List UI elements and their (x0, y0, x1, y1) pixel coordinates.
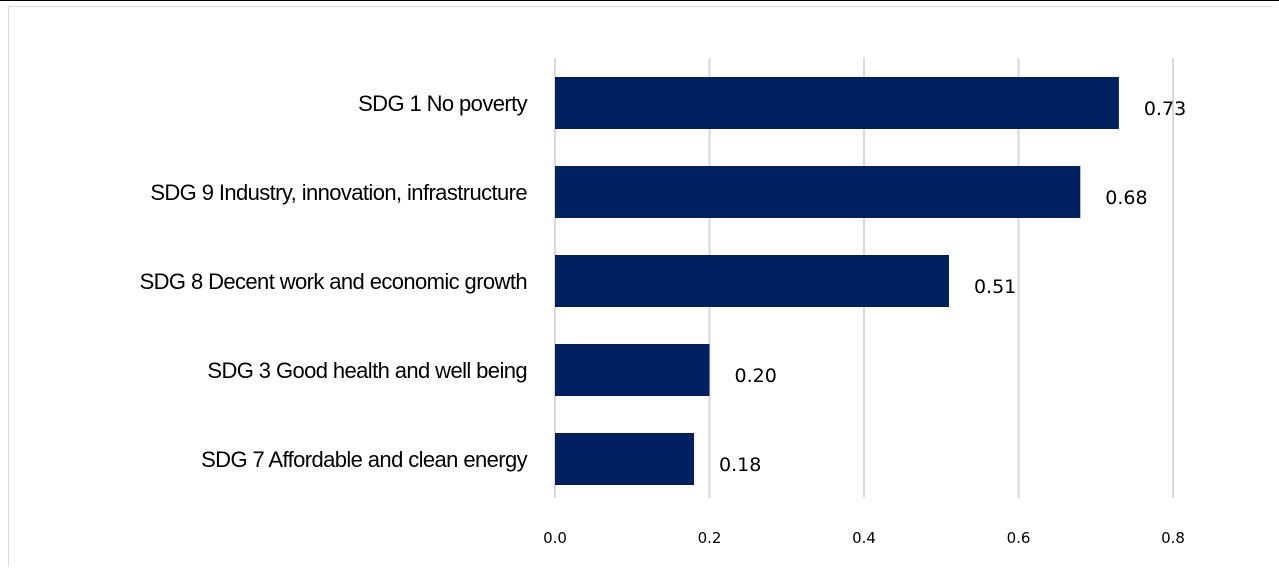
x-tick-labels: 0.0 0.2 0.4 0.6 0.8 (543, 529, 1185, 547)
data-label: 0.18 (719, 454, 761, 476)
chart-frame (8, 6, 1272, 566)
x-tick-label: 0.8 (1161, 529, 1185, 547)
category-label: SDG 3 Good health and well being (207, 358, 527, 383)
bar (555, 77, 1119, 129)
category-labels: SDG 1 No poverty SDG 9 Industry, innovati… (140, 91, 529, 472)
x-tick-label: 0.4 (852, 529, 876, 547)
x-tick-label: 0.0 (543, 529, 567, 547)
category-label: SDG 9 Industry, innovation, infrastructu… (150, 180, 527, 205)
bar (555, 344, 710, 396)
x-tick-label: 0.2 (698, 529, 722, 547)
bar (555, 433, 695, 485)
data-label: 0.51 (974, 276, 1016, 298)
category-label: SDG 7 Affordable and clean energy (201, 447, 528, 472)
category-label: SDG 1 No poverty (358, 91, 528, 116)
bars (555, 77, 1119, 485)
data-labels: 0.73 0.68 0.51 0.20 0.18 (719, 98, 1186, 476)
x-tick-label: 0.6 (1007, 529, 1031, 547)
category-label: SDG 8 Decent work and economic growth (140, 269, 527, 294)
bar (555, 166, 1081, 218)
top-border-line (0, 0, 1279, 1)
data-label: 0.20 (735, 365, 777, 387)
data-label: 0.73 (1144, 98, 1186, 120)
bar (555, 255, 949, 307)
data-label: 0.68 (1105, 187, 1147, 209)
